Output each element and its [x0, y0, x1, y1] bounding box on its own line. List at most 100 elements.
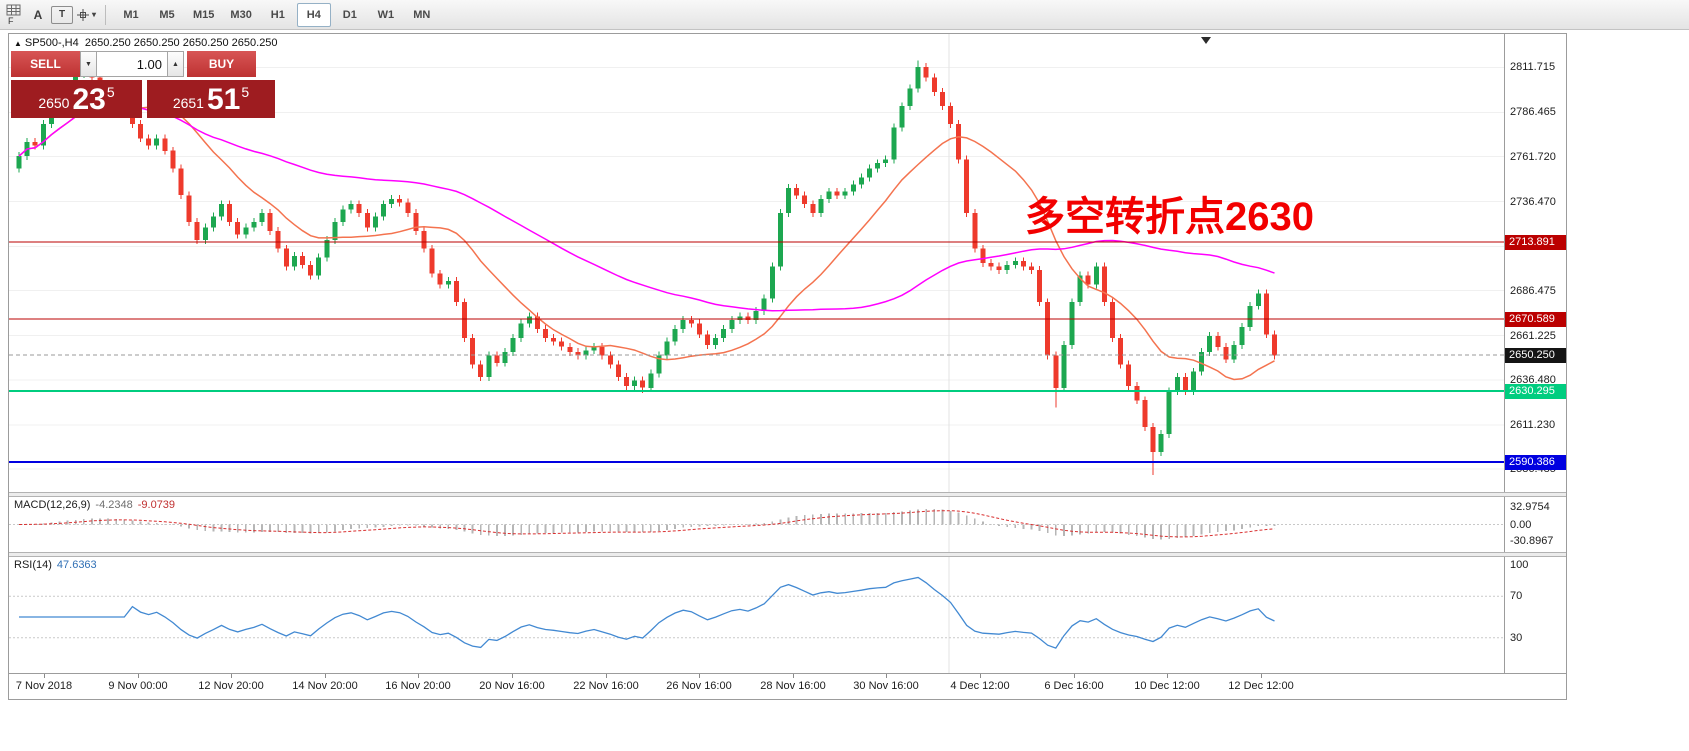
time-tick — [1167, 674, 1168, 678]
time-axis-label: 12 Dec 12:00 — [1228, 680, 1294, 692]
chart-window: ▲ SP500-,H4 2650.250 2650.250 2650.250 26… — [8, 33, 1567, 700]
time-axis-label: 22 Nov 16:00 — [573, 680, 639, 692]
time-tick — [980, 674, 981, 678]
price-axis-label: 2736.470 — [1510, 196, 1556, 208]
rsi-label: RSI(14) 47.6363 — [14, 559, 97, 571]
time-axis-label: 6 Dec 16:00 — [1044, 680, 1104, 692]
macd-name: MACD(12,26,9) — [14, 499, 91, 511]
macd-axis-label: 0.00 — [1510, 519, 1532, 531]
ask-price-box[interactable]: 2651 51 5 — [147, 80, 275, 118]
time-tick — [44, 674, 45, 678]
time-axis-label: 10 Dec 12:00 — [1134, 680, 1200, 692]
bid-big-digits: 23 — [72, 83, 106, 116]
main-price-pane: ▲ SP500-,H4 2650.250 2650.250 2650.250 26… — [9, 34, 1504, 492]
timeframe-h1-button[interactable]: H1 — [270, 8, 285, 21]
price-axis-label: 2761.720 — [1510, 151, 1556, 163]
candlestick-chart[interactable] — [9, 34, 1504, 492]
time-axis-label: 28 Nov 16:00 — [760, 680, 826, 692]
macd-axis[interactable]: 32.9754 0.00 -30.8967 — [1504, 497, 1566, 552]
price-level-tag: 2590.386 — [1505, 455, 1566, 470]
rsi-axis-label: 70 — [1510, 590, 1523, 602]
time-axis-label: 16 Nov 20:00 — [385, 680, 451, 692]
buy-button[interactable]: BUY — [187, 51, 256, 77]
macd-signal-value: -9.0739 — [137, 499, 176, 511]
rsi-axis[interactable]: 100 70 30 — [1504, 557, 1566, 673]
timeframe-m15-button[interactable]: M15 — [193, 8, 215, 21]
time-axis-label: 7 Nov 2018 — [15, 680, 73, 692]
ohlc-values: 2650.250 2650.250 2650.250 2650.250 — [84, 37, 278, 49]
timeframe-h4-button[interactable]: H4 — [296, 2, 331, 27]
time-axis-label: 12 Nov 20:00 — [198, 680, 264, 692]
macd-pane: MACD(12,26,9) -4.2348 -9.0739 — [9, 497, 1504, 552]
time-tick — [138, 674, 139, 678]
time-tick — [793, 674, 794, 678]
volume-increase-button[interactable]: ▲ — [167, 51, 184, 77]
chart-shift-marker-icon[interactable] — [1201, 37, 1211, 44]
volume-input[interactable] — [97, 51, 167, 77]
time-tick — [886, 674, 887, 678]
timeframe-d1-button[interactable]: D1 — [342, 8, 357, 21]
timeframe-m5-button[interactable]: M5 — [159, 8, 175, 21]
time-tick — [418, 674, 419, 678]
grid-icon — [6, 4, 21, 16]
rsi-name: RSI(14) — [14, 559, 52, 571]
macd-main-value: -4.2348 — [95, 499, 133, 511]
icon-caption-f: F — [8, 16, 14, 26]
timeframe-m1-button[interactable]: M1 — [123, 8, 139, 21]
ask-big-digits: 51 — [206, 83, 241, 116]
cursor-tool-button[interactable]: ▾ — [75, 3, 97, 27]
price-level-tag: 2650.250 — [1505, 348, 1566, 363]
time-tick — [231, 674, 232, 678]
timeframe-mn-button[interactable]: MN — [413, 8, 431, 21]
price-level-tag: 2670.589 — [1505, 312, 1566, 327]
time-axis-label: 14 Nov 20:00 — [292, 680, 358, 692]
price-axis[interactable]: 2811.7152786.4652761.7202736.4702711.225… — [1504, 34, 1566, 492]
dropdown-caret-icon: ▾ — [92, 10, 97, 19]
rsi-pane: RSI(14) 47.6363 — [9, 557, 1504, 673]
bid-prefix: 2650 — [38, 95, 70, 111]
macd-axis-label: 32.9754 — [1510, 501, 1550, 513]
sell-button[interactable]: SELL — [11, 51, 80, 77]
rsi-value: 47.6363 — [56, 559, 97, 571]
timeframe-buttons: M1 M5 M15 M30 H1 H4 D1 W1 MN — [113, 2, 440, 27]
chart-ohlc-header: ▲ SP500-,H4 2650.250 2650.250 2650.250 26… — [14, 37, 278, 49]
macd-axis-label: -30.8967 — [1510, 535, 1554, 547]
rsi-axis-label: 100 — [1510, 559, 1529, 571]
time-axis[interactable]: 7 Nov 2018 9 Nov 00:00 12 Nov 20:00 14 Nov … — [9, 673, 1566, 698]
volume-decrease-button[interactable]: ▼ — [80, 51, 97, 77]
timeframe-w1-button[interactable]: W1 — [377, 8, 395, 21]
text-tool-button[interactable]: A — [33, 7, 43, 22]
ask-prefix: 2651 — [172, 95, 204, 111]
price-axis-label: 2611.230 — [1510, 419, 1556, 431]
toolbar-separator — [105, 4, 107, 25]
macd-chart[interactable] — [9, 497, 1504, 552]
top-toolbar: F A T ▾ M1 M5 M15 M30 H1 H4 D1 W1 MN — [0, 0, 1689, 30]
time-tick — [699, 674, 700, 678]
label-tool-button[interactable]: T — [51, 5, 73, 24]
time-tick — [1074, 674, 1075, 678]
time-axis-label: 9 Nov 00:00 — [108, 680, 168, 692]
crosshair-icon — [77, 8, 89, 21]
bid-pip-digit: 5 — [106, 84, 115, 100]
rsi-axis-label: 30 — [1510, 632, 1523, 644]
time-tick — [1261, 674, 1262, 678]
one-click-trading-panel: SELL ▼ ▲ BUY 2650 23 5 2651 51 5 — [11, 51, 279, 118]
expand-arrow-icon[interactable]: ▲ — [14, 39, 22, 48]
price-axis-label: 2661.225 — [1510, 330, 1556, 342]
time-axis-label: 30 Nov 16:00 — [853, 680, 919, 692]
time-axis-label: 26 Nov 16:00 — [666, 680, 732, 692]
bid-price-box[interactable]: 2650 23 5 — [11, 80, 142, 118]
price-axis-label: 2636.480 — [1510, 374, 1556, 386]
time-axis-label: 4 Dec 12:00 — [950, 680, 1010, 692]
macd-label: MACD(12,26,9) -4.2348 -9.0739 — [14, 499, 175, 511]
price-axis-label: 2811.715 — [1510, 61, 1556, 73]
pane-divider[interactable] — [9, 492, 1566, 497]
time-tick — [325, 674, 326, 678]
price-axis-label: 2686.475 — [1510, 285, 1556, 297]
pane-divider[interactable] — [9, 552, 1566, 557]
timeframe-m30-button[interactable]: M30 — [230, 8, 252, 21]
time-tick — [512, 674, 513, 678]
rsi-chart[interactable] — [9, 557, 1504, 673]
grid-tool[interactable]: F — [6, 4, 22, 26]
